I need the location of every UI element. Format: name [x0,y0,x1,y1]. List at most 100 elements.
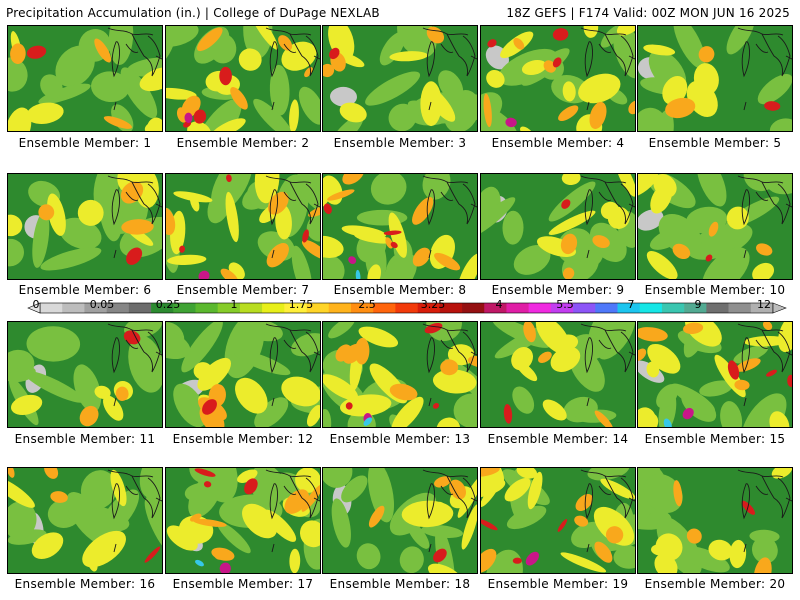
colorbar-cell [284,303,307,313]
precip-contour [656,384,679,409]
precip-contour [24,370,85,403]
colorbar-right-arrow [772,302,787,314]
precip-contour [512,557,522,564]
precip-contour [513,37,525,50]
precip-contour [306,214,320,242]
map-panel-4 [480,25,636,132]
precip-contour [662,76,688,105]
precip-contour [727,360,740,380]
lake-shoreline [440,485,454,495]
precip-map [166,174,320,279]
precip-map [8,26,162,131]
colorbar-tick-label: 12 [757,298,771,311]
colorbar-cell [684,303,707,313]
precip-contour [390,241,398,249]
precip-contour [225,191,239,243]
precip-contour [516,468,538,479]
precip-map [323,26,477,131]
precip-contour [663,418,672,427]
precip-contour [638,174,658,199]
lake-shoreline [113,397,117,407]
panel-label-2: Ensemble Member: 2 [176,136,310,150]
precip-field [481,26,635,131]
colorbar-cell [595,303,618,313]
precip-contour [699,380,733,397]
precip-contour [457,94,477,121]
panel-label-3: Ensemble Member: 3 [333,136,467,150]
lake-shoreline [426,337,435,374]
precip-contour [513,244,551,275]
precip-contour [323,235,344,258]
precip-contour [502,210,524,245]
title-right: 18Z GEFS | F174 Valid: 00Z MON JUN 16 20… [506,6,790,20]
precip-contour [26,45,47,59]
lake-shoreline [283,191,297,201]
map-panel-19 [480,467,636,574]
precip-contour [363,417,373,426]
lake-shoreline [446,181,476,225]
precip-contour [128,335,162,393]
precip-map [481,468,635,573]
precip-contour [787,374,792,387]
lake-shoreline [155,497,162,502]
precip-contour [481,548,497,573]
precip-contour [613,545,635,569]
colorbar-cell [40,303,63,313]
precip-contour [525,551,540,566]
precip-contour [193,109,207,124]
lake-shoreline [470,203,477,208]
precip-contour [269,64,290,116]
precip-contour [40,247,102,271]
precip-contour [301,484,320,512]
precip-contour [99,489,140,537]
lake-shoreline [446,33,476,77]
precip-contour [323,409,332,427]
great-lakes-outline [422,323,477,407]
precip-contour [548,181,596,222]
lake-shoreline [761,329,791,373]
lake-shoreline [604,329,634,373]
lake-shoreline [283,43,297,53]
map-panel-17 [165,467,321,574]
precip-contour [166,329,191,360]
precip-contour [26,326,81,362]
precip-contour [646,361,660,378]
precip-contour [461,504,477,550]
lake-shoreline [628,55,635,60]
lake-shoreline [755,485,769,495]
lake-shoreline [470,351,477,356]
precip-map [638,174,792,279]
precip-contour [108,26,134,66]
precip-field [481,468,635,573]
lake-shoreline [428,543,432,553]
great-lakes-outline [265,469,320,553]
precip-contour [323,374,358,401]
precip-contour [126,247,143,265]
precip-contour [389,383,418,401]
precip-contour [638,412,659,427]
precip-contour [40,74,63,99]
lake-shoreline [584,41,593,78]
panel-label-11: Ensemble Member: 11 [14,432,156,446]
precip-contour [575,493,593,512]
lake-shoreline [289,33,319,77]
precip-contour [226,174,232,183]
precip-contour [535,322,571,355]
precip-contour [542,399,567,421]
colorbar-cell [62,303,85,313]
lake-shoreline [428,249,432,259]
lake-shoreline [155,351,162,356]
lake-shoreline [155,55,162,60]
lake-shoreline [125,43,139,53]
precip-contour [379,32,406,66]
great-lakes-outline [580,175,635,259]
precip-field [638,322,792,427]
colorbar-cell [528,303,552,313]
lake-shoreline [155,203,162,208]
precip-contour [423,85,456,122]
map-panel-7 [165,173,321,280]
lake-shoreline [628,351,635,356]
precip-contour [562,267,575,279]
lake-shoreline [755,191,769,201]
precip-contour [77,199,104,226]
